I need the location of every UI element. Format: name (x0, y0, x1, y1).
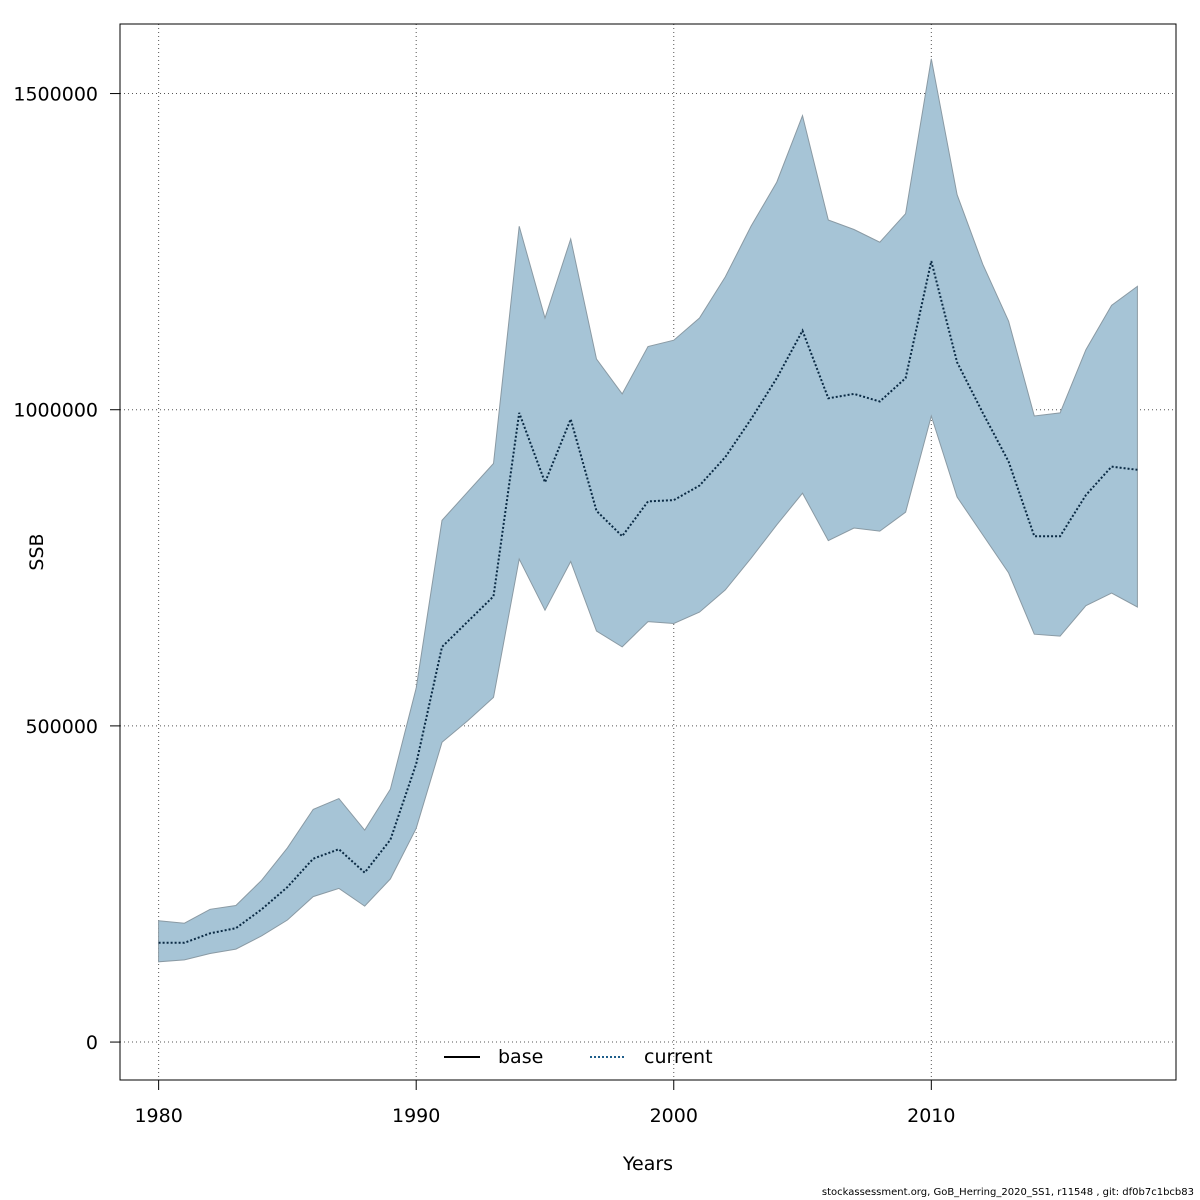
confidence-band (158, 58, 1138, 963)
y-tick-label: 1500000 (13, 84, 98, 106)
legend-label-current: current (644, 1046, 713, 1068)
current-series-line (158, 260, 1138, 944)
y-tick-label: 1000000 (13, 400, 98, 422)
x-tick-label: 1980 (134, 1105, 182, 1127)
x-tick-label: 2010 (907, 1105, 955, 1127)
x-tick-label: 2000 (650, 1105, 698, 1127)
legend: base current (444, 1046, 713, 1068)
y-tick-label: 0 (86, 1032, 98, 1054)
axes: 1980 1990 2000 2010 0 500000 1000000 1500000 (13, 84, 955, 1127)
x-tick-label: 1990 (392, 1105, 440, 1127)
y-tick-label: 500000 (25, 716, 98, 738)
footer-credit: stockassessment.org, GoB_Herring_2020_SS… (821, 1187, 1194, 1198)
x-axis-label: Years (622, 1153, 673, 1175)
legend-label-base: base (498, 1046, 543, 1068)
y-axis-label: SSB (26, 533, 48, 570)
